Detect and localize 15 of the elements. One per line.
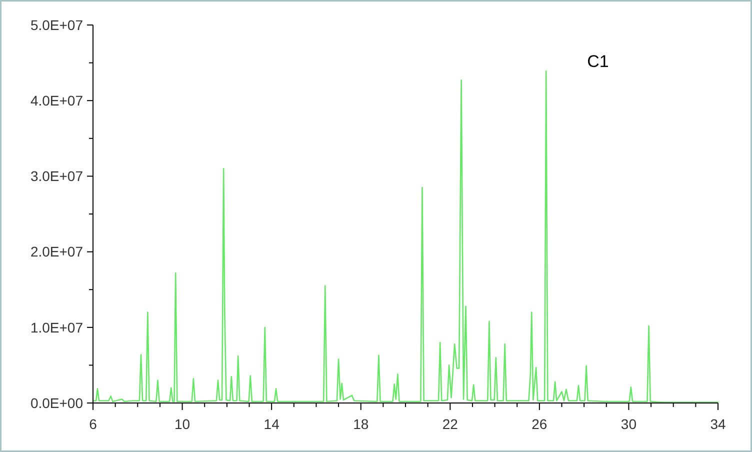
x-tick-label: 10 (174, 416, 190, 432)
y-tick-label: 5.0E+07 (30, 16, 84, 33)
x-tick-label: 26 (532, 416, 548, 432)
y-tick-label: 2.0E+07 (30, 244, 84, 260)
annotation: C1 (587, 52, 609, 71)
x-tick-label: 18 (353, 416, 369, 432)
y-tick-label: 4.0E+07 (30, 92, 84, 108)
x-tick-label: 6 (89, 416, 98, 432)
y-tick-label: 3.0E+07 (30, 168, 84, 184)
x-tick-label: 30 (620, 416, 637, 432)
y-tick-label: 0.0E+00 (30, 394, 84, 411)
y-tick-label: 1.0E+07 (30, 319, 84, 336)
x-tick-label: 34 (710, 416, 726, 432)
x-tick-label: 14 (264, 416, 280, 432)
x-tick-label: 22 (442, 416, 458, 432)
